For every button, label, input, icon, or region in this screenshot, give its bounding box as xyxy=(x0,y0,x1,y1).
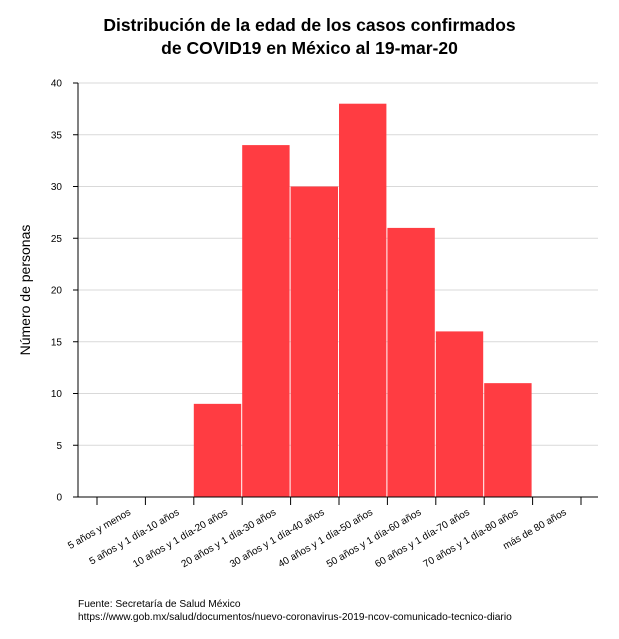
bar xyxy=(435,331,484,497)
y-tick-label: 30 xyxy=(51,182,63,193)
bar xyxy=(242,145,290,497)
bar xyxy=(484,383,532,497)
chart-title-line-2: de COVID19 en México al 19-mar-20 xyxy=(161,38,458,58)
bar xyxy=(387,227,435,497)
source-line-2: https://www.gob.mx/salud/documentos/nuev… xyxy=(78,612,512,623)
y-tick-label: 5 xyxy=(56,441,62,452)
y-tick-label: 20 xyxy=(51,286,63,297)
chart-title-line-1: Distribución de la edad de los casos con… xyxy=(103,15,516,35)
y-tick-label: 25 xyxy=(51,234,63,245)
y-tick-label: 15 xyxy=(51,337,63,348)
y-tick-label: 10 xyxy=(51,389,63,400)
bars xyxy=(193,103,532,497)
bar xyxy=(290,186,338,497)
y-tick-label: 35 xyxy=(51,130,63,141)
chart-title: Distribución de la edad de los casos con… xyxy=(0,14,619,60)
y-axis-label: Número de personas xyxy=(17,225,33,356)
bar xyxy=(193,403,242,497)
source-note: Fuente: Secretaría de Salud México https… xyxy=(78,598,512,624)
y-tick-label: 0 xyxy=(56,493,62,504)
y-axis-ticks: 0 5 10 15 20 25 30 35 40 xyxy=(51,79,78,504)
y-tick-label: 40 xyxy=(51,79,63,90)
bar xyxy=(339,103,387,497)
source-line-1: Fuente: Secretaría de Salud México xyxy=(78,599,241,610)
